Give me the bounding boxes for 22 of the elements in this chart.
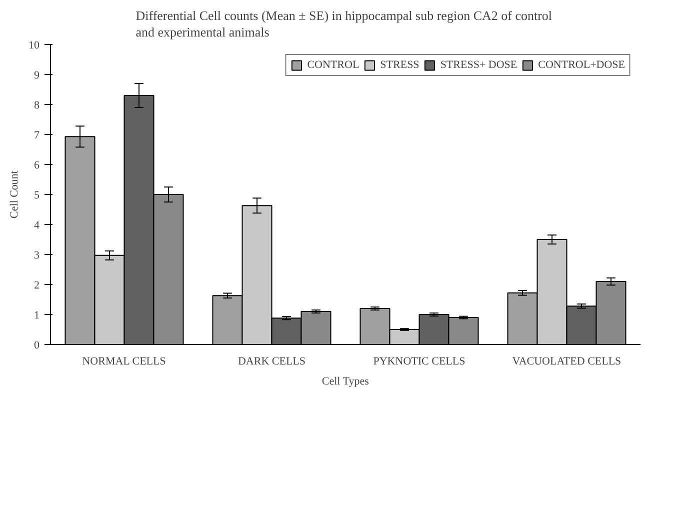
y-tick-label: 4 [34,220,40,232]
y-tick-label: 7 [34,130,40,142]
x-tick-label: PYKNOTIC CELLS [373,356,466,368]
chart-title: Differential Cell counts (Mean ± SE) in hippocampal sub region CA2 of control and experimental animals [136,8,552,40]
legend-label: STRESS [380,59,420,71]
y-tick-label: 6 [34,160,40,172]
x-axis-title: Cell Types [322,376,369,388]
x-tick-label: DARK CELLS [238,356,306,368]
legend-label: STRESS+ DOSE [440,59,518,71]
y-tick-label: 0 [34,340,40,352]
legend-label: CONTROL [307,59,360,71]
y-tick-label: 2 [34,280,40,292]
y-tick-label: 1 [34,310,40,322]
y-tick-label: 3 [34,250,40,262]
y-tick-label: 8 [34,100,40,112]
y-axis-title: Cell Count [8,170,20,218]
y-tick-label: 10 [28,40,40,52]
y-tick-label: 9 [34,70,40,82]
y-tick-label: 5 [34,190,40,202]
legend-label: CONTROL+DOSE [538,59,625,71]
x-tick-label: NORMAL CELLS [82,356,166,368]
x-tick-label: VACUOLATED CELLS [512,356,622,368]
